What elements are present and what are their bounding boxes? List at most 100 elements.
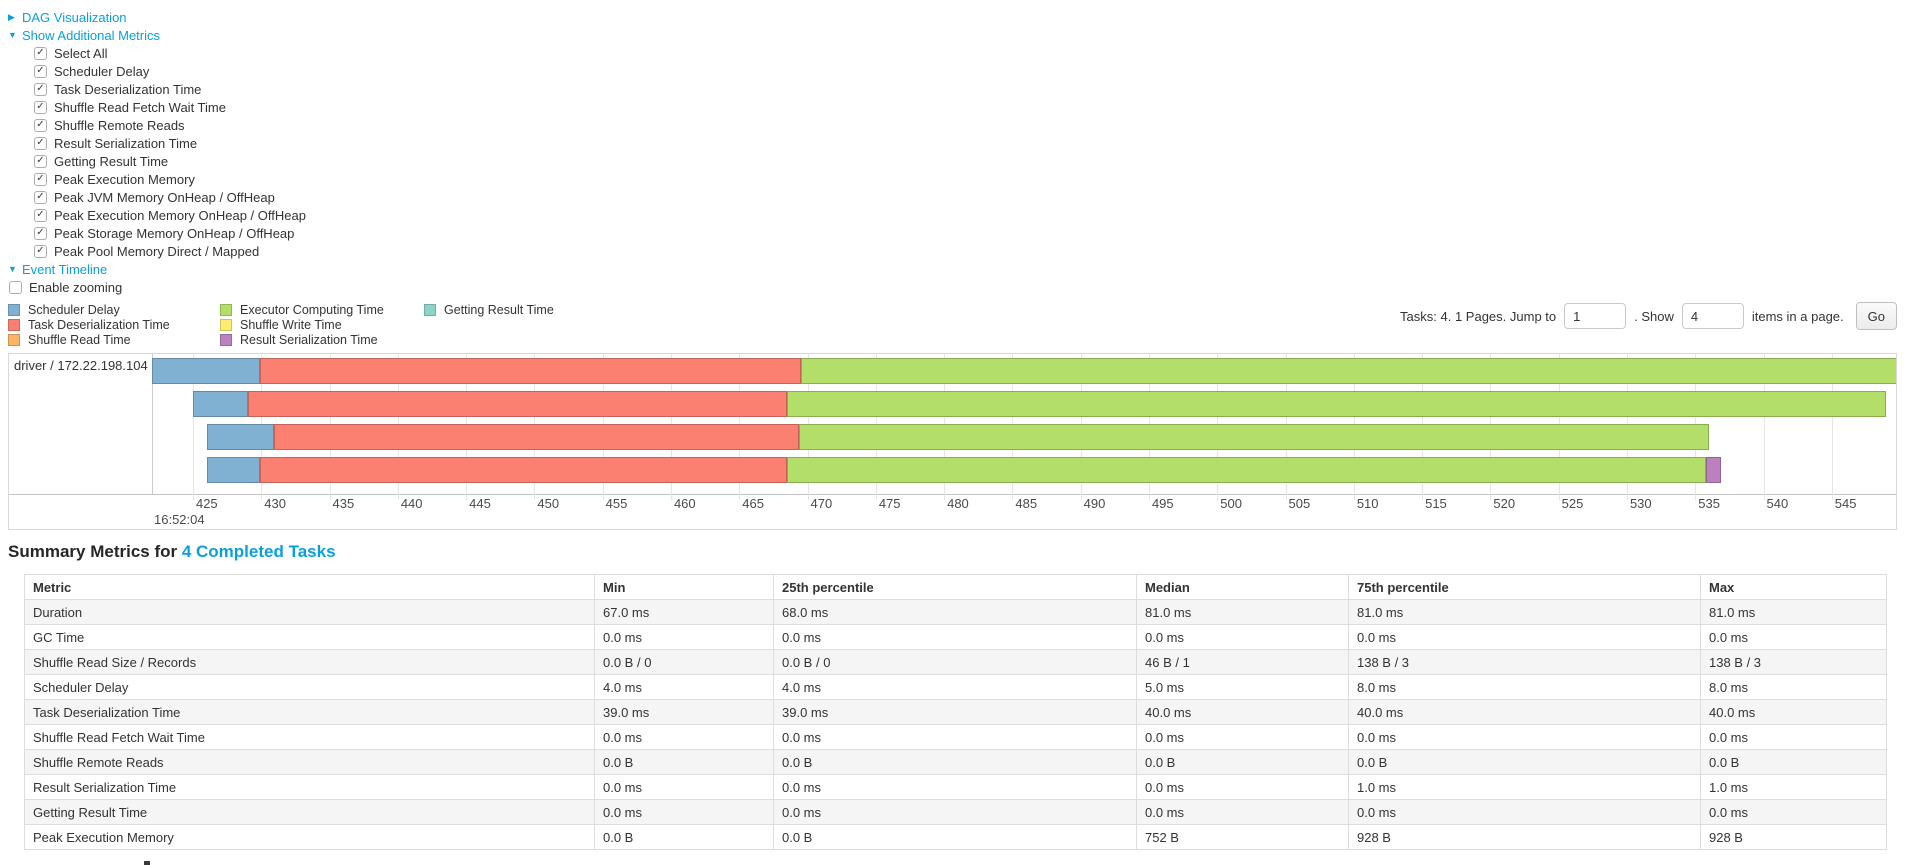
event-timeline-chart[interactable]: driver / 172.22.198.104 425 430 435 440 445 4… <box>8 353 1897 530</box>
legend-label: Result Serialization Time <box>240 332 378 347</box>
table-cell: 39.0 ms <box>594 699 774 725</box>
legend-item: Scheduler Delay <box>8 302 204 317</box>
go-button[interactable]: Go <box>1855 302 1897 330</box>
metric-checkbox[interactable]: ✓ <box>34 136 47 150</box>
metric-checkbox-label: Select All <box>54 45 108 61</box>
axis-tick-label: 425 <box>195 496 218 511</box>
metric-checkbox[interactable]: ✓ <box>34 172 47 186</box>
table-row: Scheduler Delay 4.0 ms 4.0 ms 5.0 ms 8.0 ms 8… <box>24 674 1887 700</box>
timeline-legend: Scheduler Delay Task Deserialization Time… <box>8 302 570 347</box>
legend-item: Shuffle Write Time <box>220 317 408 332</box>
table-cell: 928 B <box>1348 824 1701 850</box>
task-bar-segment-scheduler-delay[interactable] <box>206 457 260 483</box>
task-pagination: Tasks: 4. 1 Pages. Jump to . Show items … <box>1396 302 1897 330</box>
metric-checkbox-row: ✓ Peak Execution Memory OnHeap / OffHeap <box>34 206 1897 224</box>
table-cell: 928 B <box>1700 824 1887 850</box>
table-cell: 0.0 ms <box>1348 799 1701 825</box>
caret-down-icon: ▼ <box>8 264 17 274</box>
legend-column: Scheduler Delay Task Deserialization Time… <box>8 302 204 347</box>
metric-checkbox-row: ✓ Peak Pool Memory Direct / Mapped <box>34 242 1897 260</box>
table-row: Peak Execution Memory 0.0 B 0.0 B 752 B 928 … <box>24 824 1887 850</box>
table-cell: 4.0 ms <box>773 674 1137 700</box>
table-cell: 0.0 ms <box>1136 624 1349 650</box>
axis-tick-label: 445 <box>469 496 491 511</box>
table-cell: 0.0 ms <box>1348 624 1701 650</box>
metric-checkbox[interactable]: ✓ <box>34 190 47 204</box>
metric-checkbox[interactable]: ✓ <box>34 154 47 168</box>
chart-gridline <box>192 354 194 500</box>
metric-checkbox-label: Shuffle Remote Reads <box>54 117 185 133</box>
show-additional-metrics-toggle[interactable]: ▼ Show Additional Metrics <box>8 26 1897 44</box>
legend-column: Executor Computing Time Shuffle Write Tim… <box>220 302 408 347</box>
dag-visualization-link[interactable]: DAG Visualization <box>22 9 127 25</box>
clipped-next-section <box>144 861 150 865</box>
task-bar-segment-executor-computing[interactable] <box>800 358 1896 384</box>
enable-zooming-checkbox[interactable] <box>9 280 22 294</box>
metric-checkbox-label: Peak Execution Memory <box>54 171 195 187</box>
metric-checkbox-row: ✓ Getting Result Time <box>34 152 1897 170</box>
dag-visualization-toggle[interactable]: ▶ DAG Visualization <box>8 8 1897 26</box>
table-cell: 0.0 B <box>1700 749 1887 775</box>
metric-checkbox-label: Result Serialization Time <box>54 135 198 151</box>
metric-checkbox[interactable]: ✓ <box>34 208 47 222</box>
metric-checkbox[interactable]: ✓ <box>34 244 47 258</box>
completed-tasks-link[interactable]: 4 Completed Tasks <box>181 542 336 561</box>
task-bar-segment-executor-computing[interactable] <box>799 424 1709 450</box>
axis-tick-label: 510 <box>1356 496 1379 511</box>
chart-axis-line <box>9 494 1896 495</box>
table-cell: 0.0 B <box>773 824 1137 850</box>
table-column-header: Min <box>594 574 774 600</box>
axis-tick-label: 515 <box>1425 496 1447 511</box>
legend-label: Task Deserialization Time <box>28 317 170 332</box>
metric-checkbox[interactable]: ✓ <box>34 226 47 240</box>
event-timeline-link[interactable]: Event Timeline <box>22 261 108 277</box>
task-bar-segment-executor-computing[interactable] <box>787 391 1887 417</box>
summary-metrics-heading: Summary Metrics for 4 Completed Tasks <box>8 542 1897 562</box>
scheduler-delay-swatch-icon <box>8 303 20 316</box>
task-bar-segment-scheduler-delay[interactable] <box>152 358 260 384</box>
task-bar-segment-scheduler-delay[interactable] <box>206 424 274 450</box>
chart-label-separator <box>152 354 153 494</box>
axis-tick-label: 455 <box>605 496 628 511</box>
task-bar-segment-task-deserialization[interactable] <box>259 358 801 384</box>
executor-group-label: driver / 172.22.198.104 <box>14 358 148 373</box>
metric-checkbox[interactable]: ✓ <box>34 64 47 78</box>
task-bar-segment-executor-computing[interactable] <box>787 457 1707 483</box>
summary-heading-text: Summary Metrics for <box>8 542 182 561</box>
metric-checkbox-label: Shuffle Read Fetch Wait Time <box>54 99 226 115</box>
table-cell: 8.0 ms <box>1348 674 1701 700</box>
table-cell: 81.0 ms <box>1136 599 1349 625</box>
axis-tick-label: 480 <box>947 496 969 511</box>
table-cell: 81.0 ms <box>1700 599 1887 625</box>
task-bar-segment-task-deserialization[interactable] <box>259 457 788 483</box>
table-cell: 46 B / 1 <box>1136 649 1349 675</box>
task-bar-segment-result-serialization[interactable] <box>1706 457 1722 483</box>
axis-tick-label: 545 <box>1834 496 1857 511</box>
table-cell: Result Serialization Time <box>24 774 595 800</box>
jump-to-page-input[interactable] <box>1564 303 1627 329</box>
task-deserialization-swatch-icon <box>8 318 20 331</box>
axis-tick-label: 440 <box>400 496 423 511</box>
task-bar-segment-task-deserialization[interactable] <box>247 391 788 417</box>
items-per-page-input[interactable] <box>1681 303 1744 329</box>
enable-zooming-label: Enable zooming <box>29 279 123 295</box>
table-cell: Getting Result Time <box>24 799 595 825</box>
table-cell: 0.0 ms <box>1348 724 1701 750</box>
table-cell: Shuffle Read Fetch Wait Time <box>24 724 595 750</box>
show-additional-metrics-link[interactable]: Show Additional Metrics <box>22 27 161 43</box>
metric-checkbox[interactable]: ✓ <box>34 118 47 132</box>
table-cell: 0.0 B <box>594 824 774 850</box>
metric-checkbox[interactable]: ✓ <box>34 46 47 60</box>
legend-item: Getting Result Time <box>424 302 554 317</box>
metric-checkbox[interactable]: ✓ <box>34 100 47 114</box>
metric-checkbox[interactable]: ✓ <box>34 82 47 96</box>
tasks-count-text: Tasks: 4. 1 Pages. Jump to <box>1400 308 1557 324</box>
event-timeline-toggle[interactable]: ▼ Event Timeline <box>8 260 1897 278</box>
task-bar-segment-task-deserialization[interactable] <box>273 424 800 450</box>
table-cell: Task Deserialization Time <box>24 699 595 725</box>
task-bar-segment-scheduler-delay[interactable] <box>192 391 248 417</box>
table-cell: 40.0 ms <box>1136 699 1349 725</box>
metric-checkbox-row: ✓ Shuffle Read Fetch Wait Time <box>34 98 1897 116</box>
table-cell: 0.0 ms <box>1136 799 1349 825</box>
